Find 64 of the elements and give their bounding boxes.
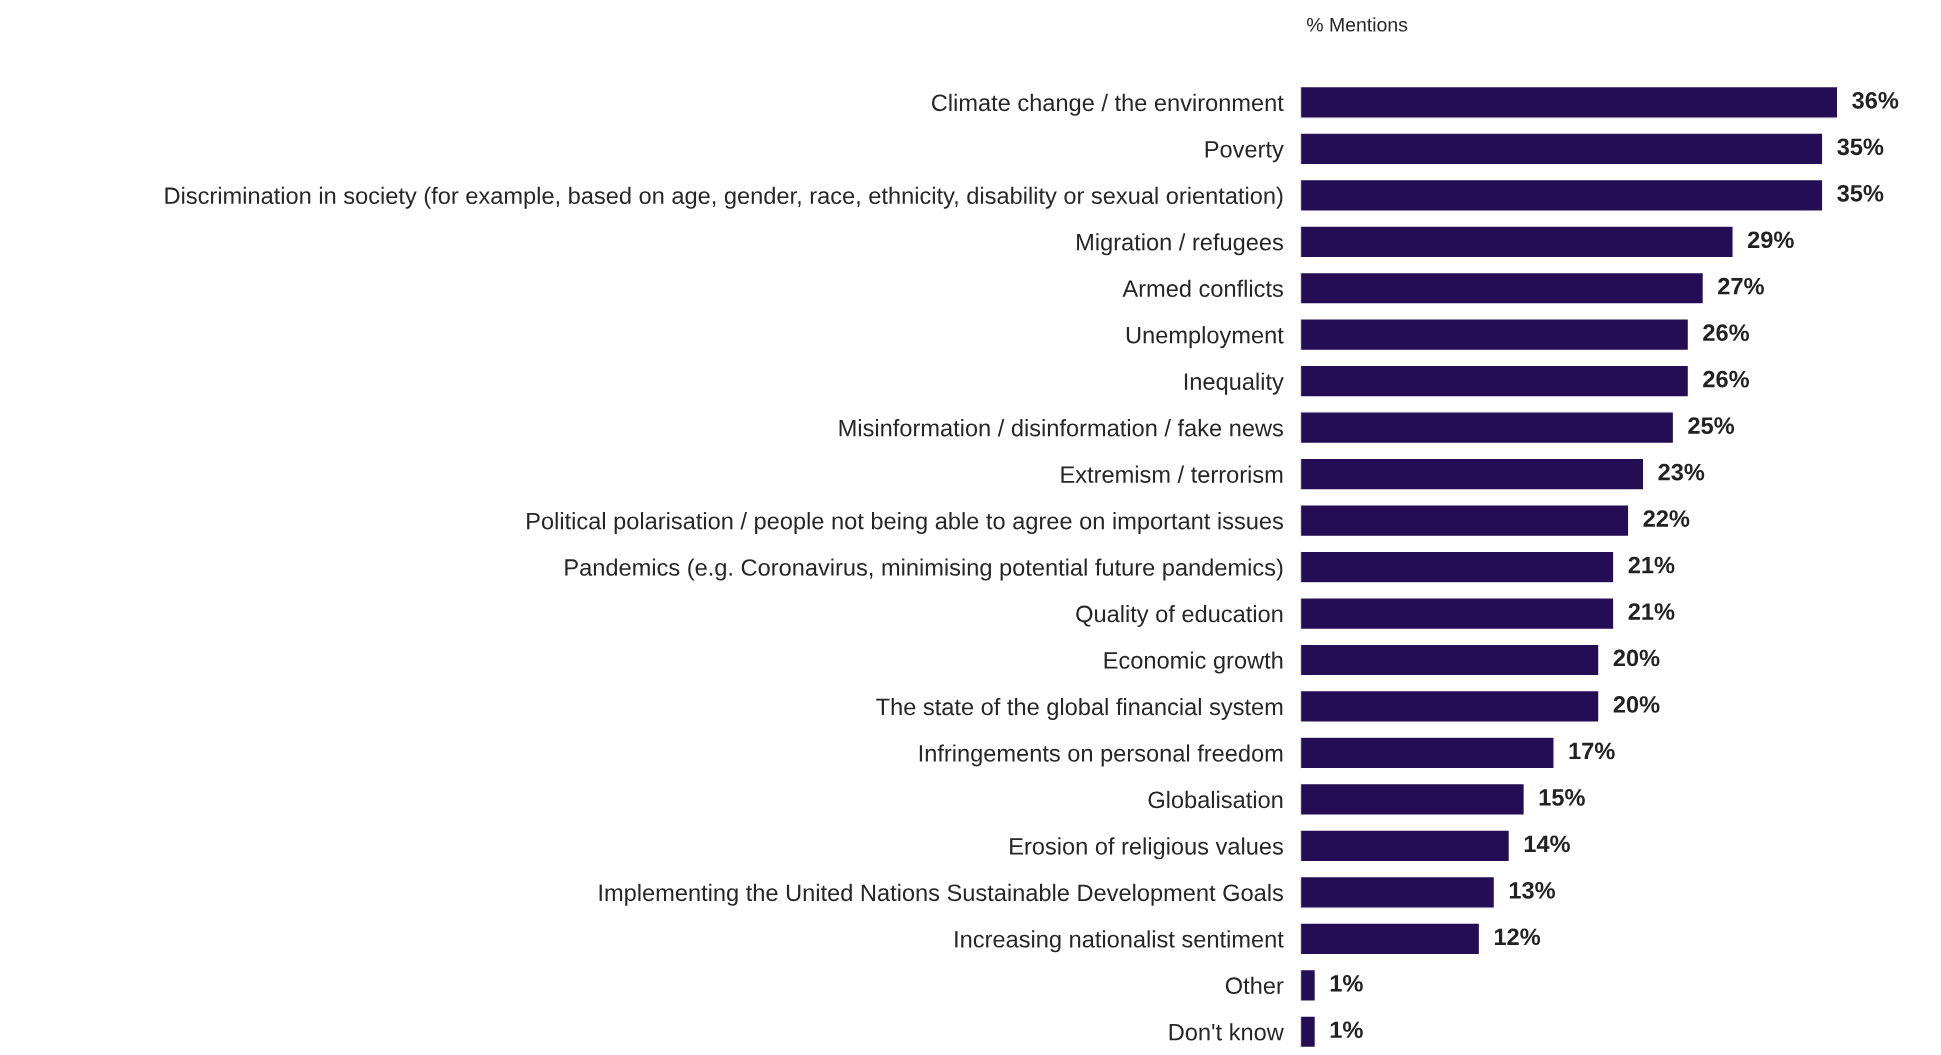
- data-label: 27%: [1718, 277, 1764, 295]
- y-tick-label: Quality of education: [1076, 604, 1283, 627]
- data-label: 26%: [1703, 370, 1749, 388]
- bar: [1300, 968, 1317, 1002]
- bar: [1300, 829, 1511, 863]
- bar: [1300, 643, 1600, 677]
- y-tick-label: Pandemics (e.g. Coronavirus, minimising potential future pandemics): [565, 558, 1283, 581]
- data-label: 35%: [1837, 138, 1884, 156]
- bar: [1300, 318, 1690, 352]
- bar: [1300, 271, 1705, 305]
- data-label: 1%: [1330, 974, 1363, 992]
- data-label: 21%: [1628, 556, 1675, 574]
- bar: [1300, 597, 1615, 631]
- data-label: 13%: [1509, 881, 1555, 899]
- data-label: 14%: [1524, 835, 1570, 853]
- y-tick-label: Economic growth: [1104, 651, 1283, 674]
- bar: [1300, 85, 1839, 119]
- bar: [1300, 132, 1824, 166]
- data-label: 17%: [1569, 742, 1615, 760]
- data-label: 20%: [1613, 649, 1660, 667]
- data-label: 35%: [1837, 184, 1884, 202]
- data-label: 36%: [1852, 91, 1899, 109]
- y-tick-label: Unemployment: [1126, 326, 1284, 349]
- bar: [1300, 736, 1555, 770]
- y-tick-label: Increasing nationalist sentiment: [955, 930, 1284, 953]
- y-tick-label: Other: [1225, 976, 1284, 995]
- data-label: 21%: [1628, 603, 1675, 620]
- bar: [1300, 225, 1734, 259]
- data-label: 29%: [1747, 231, 1794, 249]
- y-tick-label: Inequality: [1184, 372, 1284, 395]
- chart-title: % Mentions: [1306, 17, 1408, 32]
- y-tick-label: Extremism / terrorism: [1061, 465, 1283, 483]
- y-tick-label: Climate change / the environment: [931, 93, 1284, 116]
- y-tick-label: Discrimination in society (for example, based on age, gender, race, ethnicity, disability or sexual orientation): [165, 186, 1283, 209]
- data-label: 26%: [1703, 324, 1749, 342]
- data-label: 15%: [1539, 789, 1585, 806]
- y-tick-label: Erosion of religious values: [1010, 837, 1283, 860]
- y-tick-label: Migration / refugees: [1077, 233, 1283, 256]
- y-tick-label: Don't know: [1169, 1023, 1284, 1041]
- bar: [1300, 1015, 1317, 1049]
- data-label: 23%: [1658, 463, 1705, 481]
- bar: [1300, 922, 1481, 956]
- y-tick-label: Globalisation: [1148, 790, 1283, 809]
- y-tick-label: Implementing the United Nations Sustainable Development Goals: [599, 883, 1283, 906]
- bar: [1300, 875, 1496, 909]
- y-tick-label: Armed conflicts: [1122, 279, 1283, 298]
- bar: [1300, 457, 1645, 491]
- bar: [1300, 411, 1675, 445]
- y-tick-label: The state of the global financial system: [876, 697, 1283, 720]
- y-tick-label: Political polarisation / people not being able to agree on important issues: [527, 512, 1284, 535]
- bar: [1300, 550, 1615, 584]
- bar: [1300, 178, 1824, 212]
- data-label: 12%: [1494, 928, 1541, 946]
- data-label: 1%: [1330, 1021, 1363, 1039]
- bar: [1300, 364, 1690, 398]
- y-tick-label: Misinformation / disinformation / fake news: [839, 419, 1283, 437]
- data-label: 25%: [1688, 417, 1735, 434]
- bar: [1300, 782, 1526, 816]
- data-label: 20%: [1613, 696, 1660, 713]
- data-label: 22%: [1643, 510, 1690, 527]
- bar: [1300, 689, 1600, 723]
- y-tick-label: Infringements on personal freedom: [919, 744, 1283, 767]
- y-tick-label: Poverty: [1205, 141, 1284, 163]
- bar: [1300, 504, 1630, 538]
